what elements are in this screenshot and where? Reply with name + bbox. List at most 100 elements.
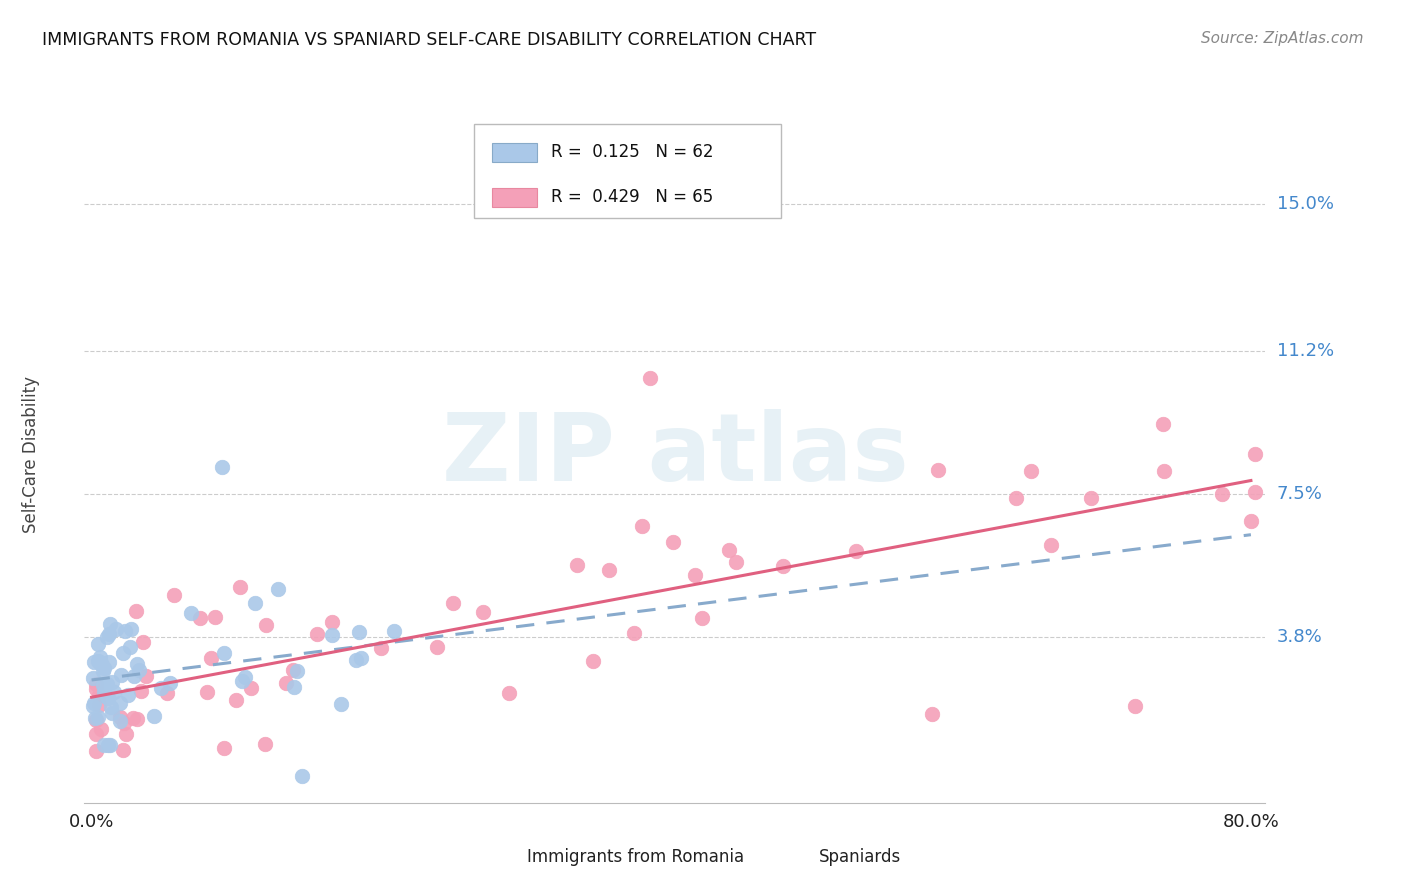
Point	[103, 685, 125, 699]
Point	[1240, 514, 1263, 528]
Point	[108, 696, 131, 710]
Point	[685, 567, 707, 582]
Point	[84, 727, 107, 741]
Point	[243, 596, 266, 610]
Point	[344, 653, 367, 667]
Point	[927, 463, 949, 477]
Point	[89, 650, 111, 665]
Point	[254, 617, 277, 632]
Point	[724, 556, 747, 570]
Point	[283, 663, 305, 677]
Point	[96, 690, 118, 704]
Point	[83, 655, 105, 669]
Text: IMMIGRANTS FROM ROMANIA VS SPANIARD SELF-CARE DISABILITY CORRELATION CHART: IMMIGRANTS FROM ROMANIA VS SPANIARD SELF…	[42, 31, 817, 49]
Point	[638, 370, 661, 384]
Point	[98, 738, 121, 752]
Point	[441, 596, 464, 610]
Point	[118, 640, 141, 654]
Point	[87, 710, 110, 724]
Point	[212, 741, 235, 756]
Point	[1080, 491, 1102, 505]
Point	[190, 611, 212, 625]
Text: Spaniards: Spaniards	[818, 848, 901, 866]
Point	[125, 604, 148, 618]
Point	[83, 696, 105, 710]
Point	[93, 685, 115, 699]
Point	[89, 656, 111, 670]
Point	[163, 588, 186, 602]
Point	[156, 686, 179, 700]
Point	[229, 580, 252, 594]
Point	[125, 657, 148, 672]
Point	[100, 700, 122, 714]
Point	[471, 605, 494, 619]
Text: 15.0%: 15.0%	[1277, 194, 1333, 212]
Point	[212, 646, 235, 660]
Point	[426, 640, 449, 655]
Point	[330, 698, 353, 712]
Point	[204, 610, 226, 624]
Point	[266, 582, 288, 596]
Point	[1211, 486, 1233, 500]
Point	[87, 688, 110, 702]
Point	[283, 680, 305, 694]
Point	[101, 675, 124, 690]
Point	[150, 681, 173, 695]
Point	[233, 670, 256, 684]
Point	[321, 628, 343, 642]
Point	[97, 627, 120, 641]
Point	[1243, 447, 1265, 461]
FancyBboxPatch shape	[474, 124, 782, 219]
Point	[370, 641, 392, 656]
Point	[128, 663, 150, 677]
Point	[661, 535, 683, 549]
Point	[93, 738, 115, 752]
Point	[90, 722, 112, 736]
Point	[307, 627, 329, 641]
Point	[718, 543, 741, 558]
Point	[96, 630, 118, 644]
Point	[93, 664, 115, 678]
Point	[692, 610, 714, 624]
Point	[104, 622, 127, 636]
Point	[1019, 464, 1042, 478]
Point	[117, 688, 139, 702]
Point	[82, 672, 104, 686]
Point	[498, 686, 520, 700]
Text: R =  0.429   N = 65: R = 0.429 N = 65	[551, 188, 713, 206]
Point	[347, 624, 370, 639]
Point	[1152, 417, 1174, 431]
Point	[82, 699, 104, 714]
Point	[129, 684, 152, 698]
Point	[98, 655, 121, 669]
Point	[921, 706, 943, 721]
Point	[1153, 464, 1175, 478]
Text: 11.2%: 11.2%	[1277, 342, 1334, 359]
Point	[111, 646, 134, 660]
Point	[772, 558, 794, 573]
Point	[1244, 485, 1267, 500]
Point	[321, 615, 343, 629]
Point	[132, 635, 155, 649]
Point	[180, 607, 202, 621]
Point	[1040, 538, 1063, 552]
Point	[845, 544, 868, 558]
Text: Source: ZipAtlas.com: Source: ZipAtlas.com	[1201, 31, 1364, 46]
Point	[195, 685, 218, 699]
Point	[91, 678, 114, 692]
Text: 3.8%: 3.8%	[1277, 628, 1322, 646]
Point	[108, 710, 131, 724]
Text: 7.5%: 7.5%	[1277, 484, 1323, 502]
Point	[84, 681, 107, 696]
Point	[291, 769, 314, 783]
Point	[159, 675, 181, 690]
Point	[84, 713, 107, 727]
Bar	[474, 847, 516, 868]
Point	[84, 744, 107, 758]
Point	[100, 706, 122, 720]
Bar	[769, 847, 811, 868]
Point	[567, 558, 589, 573]
Point	[582, 654, 605, 668]
Point	[86, 655, 108, 669]
Point	[84, 711, 107, 725]
